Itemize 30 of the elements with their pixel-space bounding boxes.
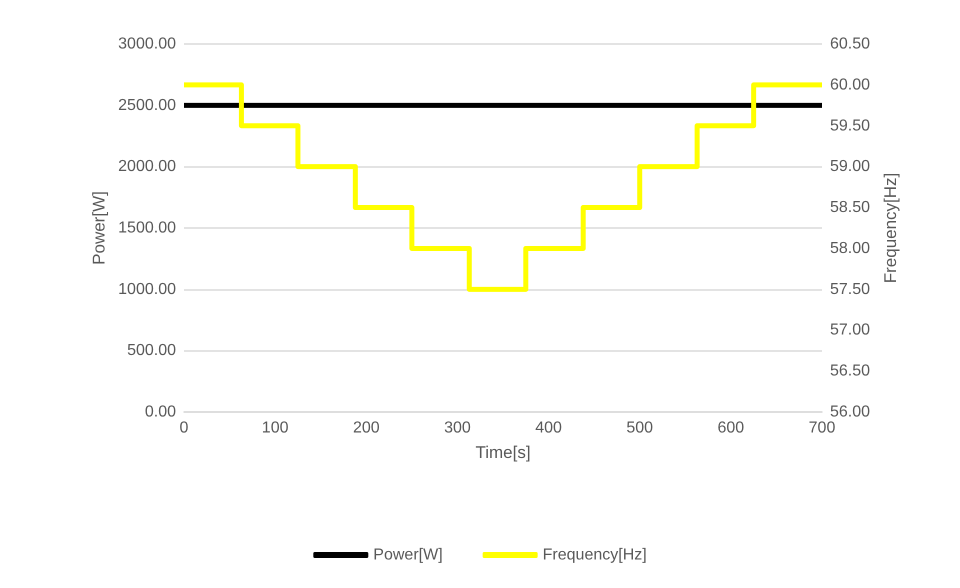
legend-label: Power[W] xyxy=(373,546,443,564)
y-axis-title: Power[W] xyxy=(89,191,108,265)
y2-tick-label: 57.00 xyxy=(830,322,870,339)
x-tick-label: 0 xyxy=(180,420,189,436)
y-tick-label: 500.00 xyxy=(127,342,176,360)
y2-axis-title: Frequency[Hz] xyxy=(881,172,900,284)
x-tick-label: 300 xyxy=(444,420,471,436)
y-tick-label: 2000.00 xyxy=(118,158,176,176)
x-tick-label: 200 xyxy=(352,420,380,436)
y2-tick-label: 59.50 xyxy=(830,117,870,134)
y2-tick-label: 57.50 xyxy=(830,280,870,298)
y2-tick-label: 59.00 xyxy=(830,158,870,176)
x-tick-label: 100 xyxy=(262,420,289,436)
y2-tick-label: 56.00 xyxy=(830,404,870,420)
y2-tick-label: 60.50 xyxy=(830,36,870,52)
y2-tick-label: 56.50 xyxy=(830,362,870,380)
y2-tick-label: 58.50 xyxy=(830,199,870,216)
y2-tick-label: 60.00 xyxy=(830,76,870,94)
x-tick-label: 700 xyxy=(808,420,836,436)
y-tick-label: 3000.00 xyxy=(118,36,176,52)
y2-tick-label: 58.00 xyxy=(830,240,870,257)
x-axis-title: Time[s] xyxy=(475,443,531,462)
x-tick-label: 600 xyxy=(718,420,744,436)
y-tick-label: 1500.00 xyxy=(118,220,176,236)
legend-label: Frequency[Hz] xyxy=(542,546,647,564)
y-tick-label: 1000.00 xyxy=(118,280,176,298)
y-tick-label: 2500.00 xyxy=(118,96,176,114)
y-tick-label: 0.00 xyxy=(144,404,176,420)
x-tick-label: 500 xyxy=(626,420,654,436)
x-tick-label: 400 xyxy=(535,420,562,436)
